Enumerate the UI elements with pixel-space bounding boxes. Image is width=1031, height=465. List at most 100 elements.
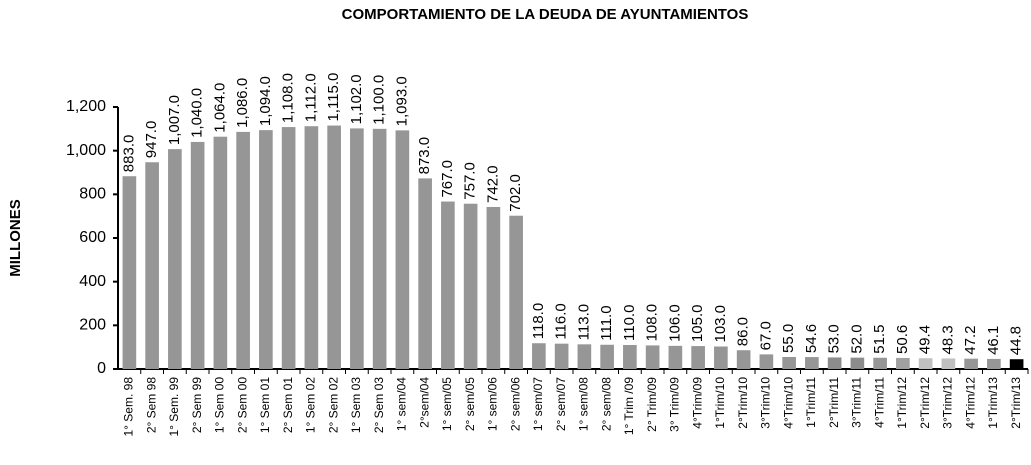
x-tick-label: 2°Trim/12	[918, 377, 932, 429]
value-label: 86.0	[735, 317, 752, 346]
x-tick-label: 2°Trim/11	[827, 377, 841, 428]
x-tick-label: 1° Sem. 99	[167, 377, 181, 437]
x-tick-label: 1° sem/07	[531, 377, 545, 431]
bar	[395, 130, 410, 369]
x-tick-label: 1°Trim/10	[713, 377, 727, 429]
x-tick-label: 1°Trim/12	[895, 377, 909, 429]
x-tick-label: 2° Sem 99	[190, 377, 204, 433]
x-tick-label: 1° Sem 03	[349, 377, 363, 433]
value-label: 873.0	[416, 137, 433, 175]
x-tick-label: 4°Trim/10	[781, 377, 795, 429]
bar	[577, 344, 592, 369]
bar	[759, 354, 774, 369]
x-tick-label: 2° sem/06	[508, 377, 522, 431]
bar	[736, 350, 751, 369]
y-tick-label: 400	[79, 273, 106, 290]
bar	[281, 127, 296, 369]
x-tick-label: 4°Trim/09	[690, 377, 704, 429]
bar	[532, 343, 546, 369]
x-tick-label: 2°Trim/13	[1009, 377, 1023, 429]
value-label: 50.6	[894, 325, 911, 354]
bar	[418, 178, 432, 369]
x-tick-label: 3°Trim/10	[759, 377, 773, 429]
x-tick-label: 4°Trim/11	[872, 377, 886, 428]
x-tick-label: 1° Sem 00	[213, 377, 227, 433]
x-tick-label: 1°Trim/13	[986, 377, 1000, 429]
bar	[509, 215, 523, 369]
value-label: 67.0	[757, 321, 774, 350]
bar	[259, 130, 273, 369]
x-tick-label: 2° sem/05	[463, 377, 477, 431]
value-label: 1,007.0	[166, 95, 183, 145]
x-tick-label: 2° Sem 98	[144, 377, 158, 433]
y-axis-label: MILLONES	[7, 199, 24, 277]
bar	[987, 358, 1001, 369]
y-tick-label: 1,200	[66, 98, 106, 115]
value-label: 1,115.0	[325, 73, 342, 122]
x-tick-label: 2° Sem 01	[281, 377, 295, 433]
x-tick-label: 4°Trim/12	[963, 377, 977, 429]
chart-title: COMPORTAMIENTO DE LA DEUDA DE AYUNTAMIEN…	[342, 6, 749, 23]
bar	[645, 345, 660, 369]
bar	[827, 357, 842, 369]
value-label: 1,112.0	[302, 73, 319, 122]
y-tick-label: 1,000	[66, 142, 106, 159]
value-label: 105.0	[689, 305, 706, 343]
x-tick-label: 3°Trim/12	[941, 377, 955, 429]
value-label: 54.6	[803, 324, 820, 353]
value-label: 108.0	[644, 304, 661, 342]
value-label: 113.0	[575, 304, 592, 340]
value-label: 48.3	[939, 325, 956, 354]
x-tick-label: 2° Sem 03	[372, 377, 386, 433]
value-label: 44.8	[1008, 326, 1025, 355]
value-label: 883.0	[120, 135, 137, 173]
bar	[122, 176, 137, 369]
bar	[350, 128, 364, 369]
value-label: 1,108.0	[280, 73, 297, 123]
value-label: 1,100.0	[371, 75, 388, 125]
x-tick-label: 1° sem/06	[486, 377, 500, 431]
bar	[190, 141, 205, 369]
bar	[714, 346, 728, 369]
value-label: 742.0	[484, 165, 501, 203]
bar	[441, 201, 455, 369]
x-tick-label: 1° Trim /09	[622, 377, 636, 435]
bar	[623, 344, 637, 369]
bar	[918, 358, 933, 369]
value-label: 1,040.0	[189, 88, 206, 138]
x-tick-label: 3°Trim/11	[850, 377, 864, 428]
x-tick-label: 2°Trim/10	[736, 377, 750, 429]
value-label: 110.0	[621, 305, 638, 341]
value-label: 1,064.0	[211, 83, 228, 133]
x-tick-label: 1° Sem 01	[258, 377, 272, 433]
value-label: 1,102.0	[348, 74, 365, 124]
bar	[941, 358, 956, 369]
value-label: 55.0	[780, 324, 797, 353]
value-label: 118.0	[530, 303, 547, 339]
x-tick-label: 2° Sem 00	[235, 377, 249, 433]
bar	[850, 357, 865, 369]
bar	[873, 357, 887, 369]
value-label: 1,093.0	[393, 76, 410, 126]
x-tick-label: 2° sem/08	[599, 377, 613, 431]
y-tick-label: 600	[79, 229, 106, 246]
bar	[805, 357, 819, 369]
value-label: 757.0	[462, 162, 479, 200]
value-label: 51.5	[871, 325, 888, 354]
value-label: 103.0	[712, 305, 729, 343]
x-tick-label: 3° Trim/09	[668, 377, 682, 432]
value-label: 1,086.0	[234, 78, 251, 128]
y-tick-label: 800	[79, 186, 106, 203]
bar	[168, 149, 182, 369]
y-tick-label: 200	[79, 317, 106, 334]
x-tick-label: 1° sem/04	[395, 377, 409, 431]
x-tick-label: 1° sem/05	[440, 377, 454, 431]
bar	[691, 346, 705, 369]
bar	[486, 206, 501, 369]
bar	[782, 356, 796, 369]
bar	[145, 162, 159, 369]
x-tick-label: 1° Sem. 98	[122, 377, 136, 437]
bar	[236, 131, 250, 369]
value-label: 106.0	[666, 304, 683, 342]
